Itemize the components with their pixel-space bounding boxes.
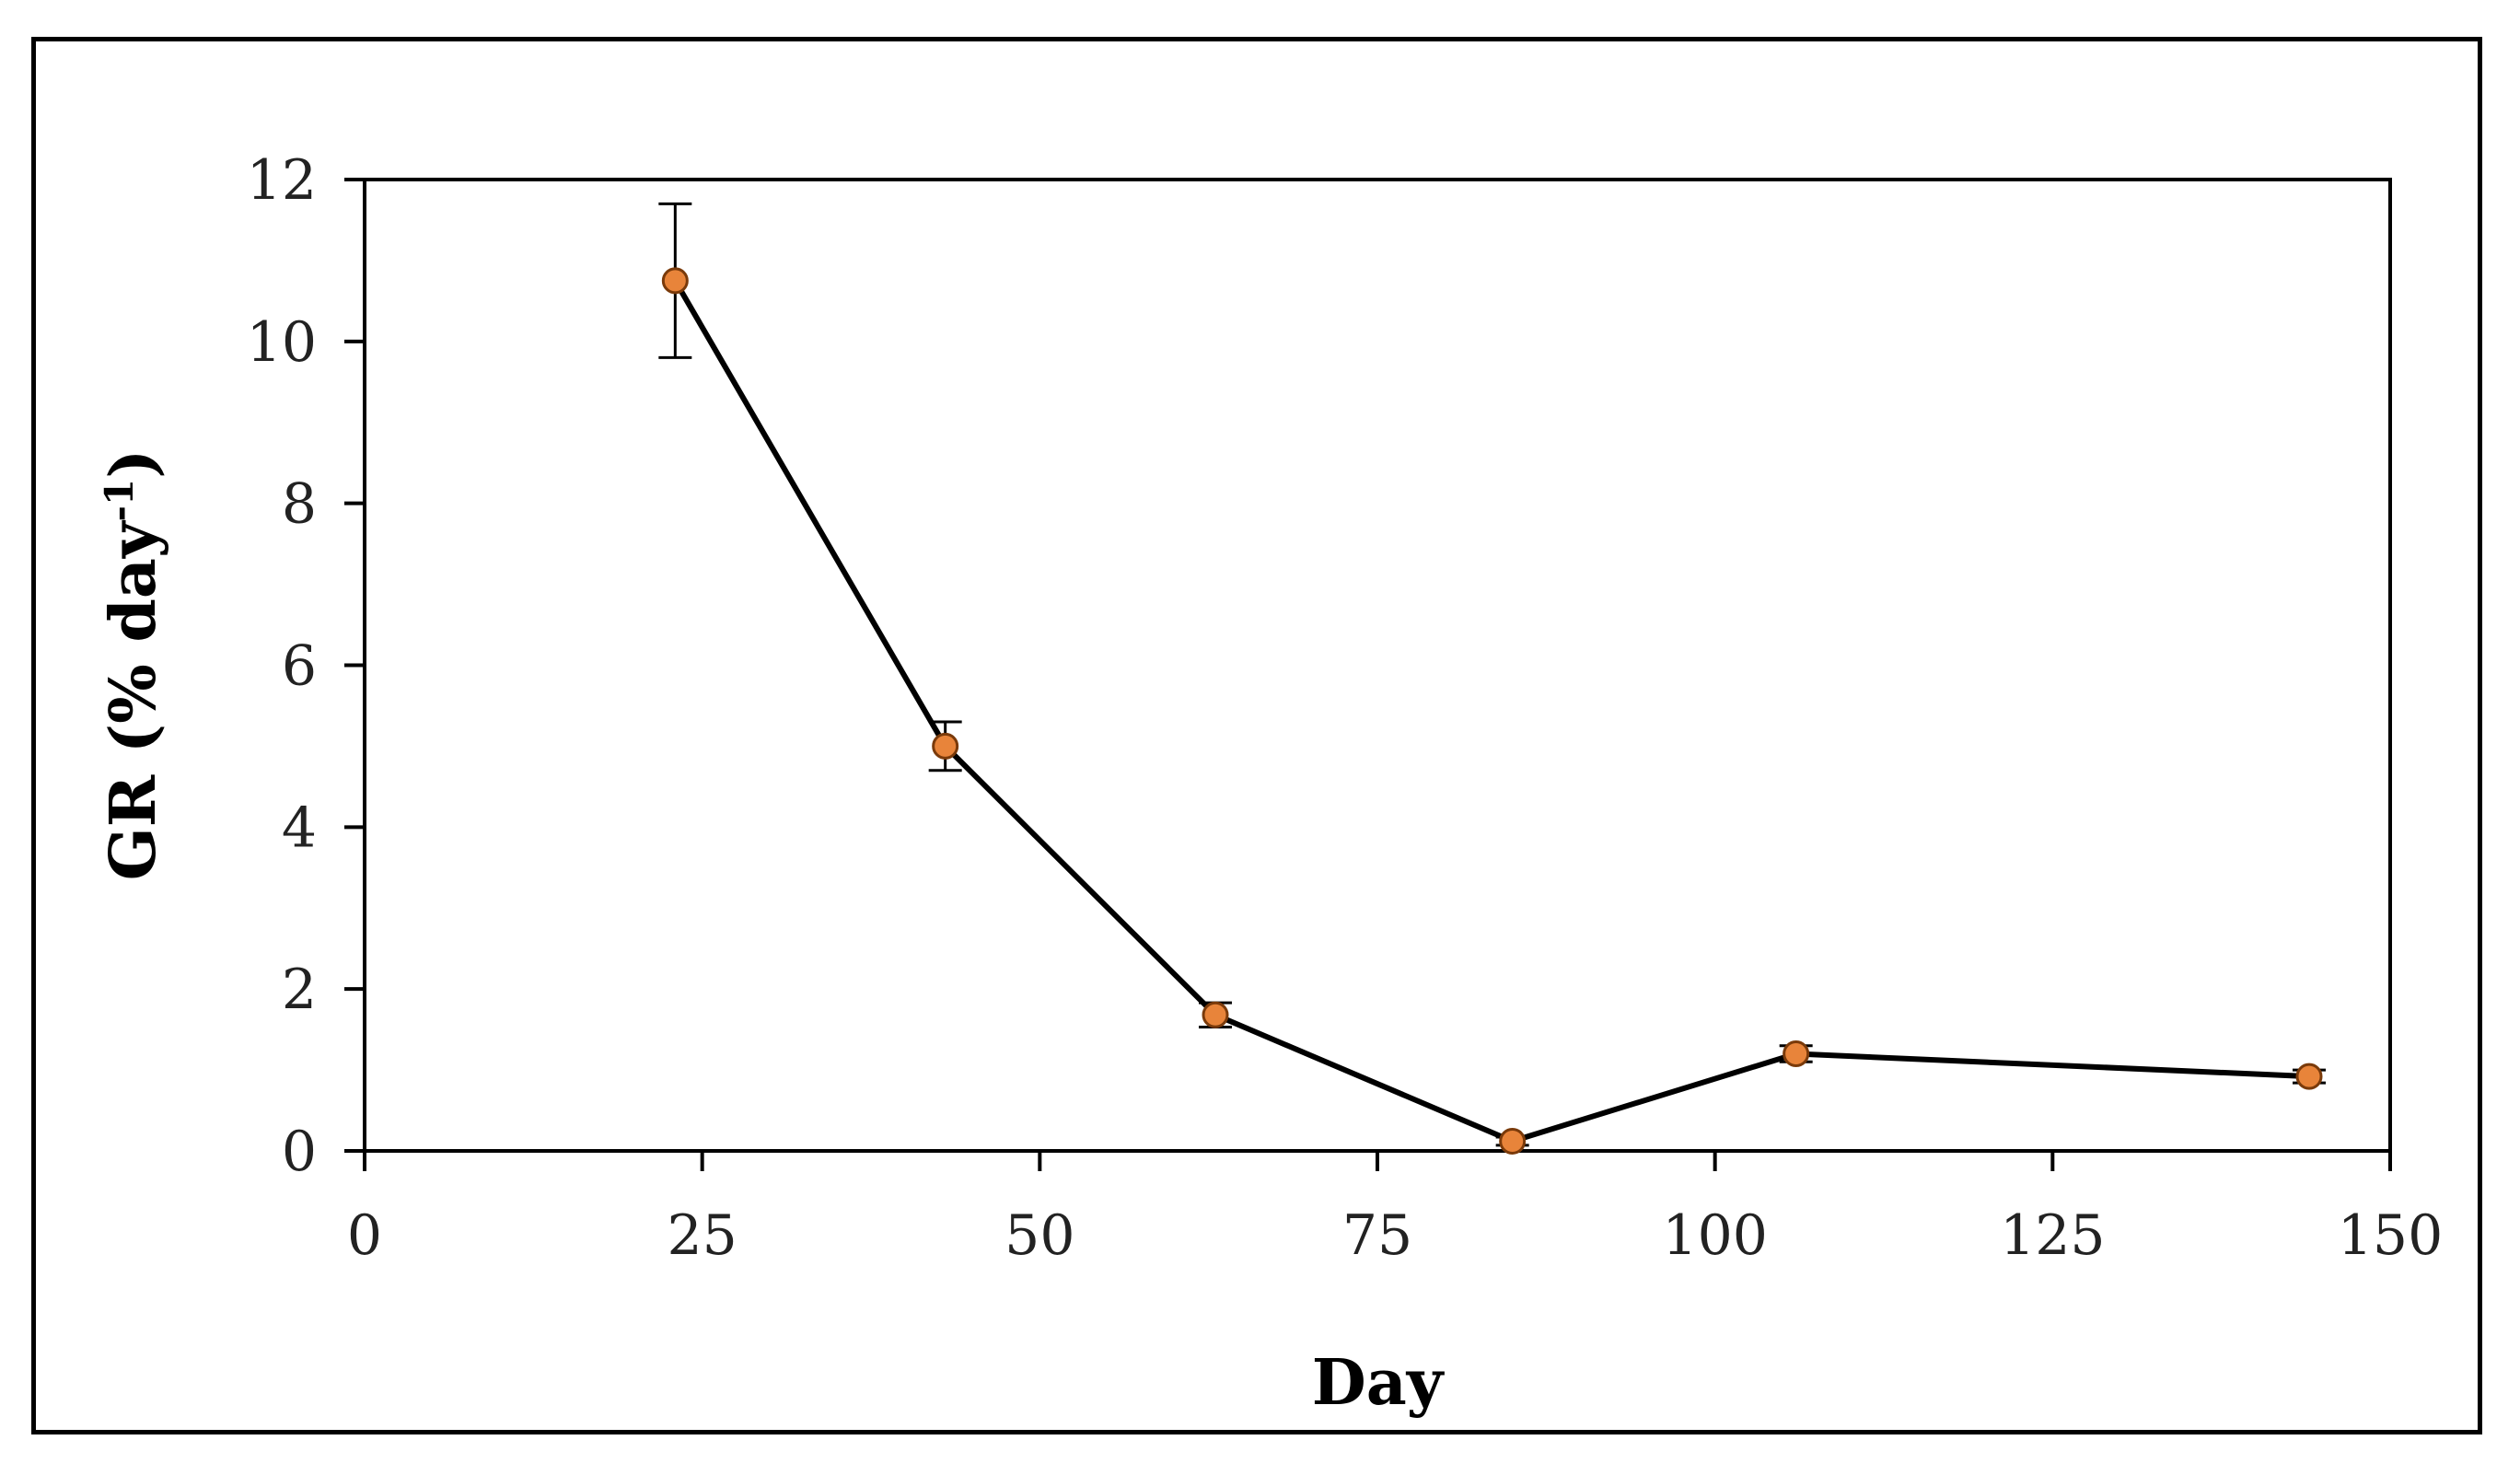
y-tick-label: 12 bbox=[247, 148, 317, 213]
data-point bbox=[1499, 1127, 1527, 1155]
x-tick-label: 25 bbox=[667, 1203, 737, 1268]
x-tick-label: 75 bbox=[1342, 1203, 1412, 1268]
x-tick-label: 0 bbox=[347, 1203, 382, 1268]
x-tick-label: 125 bbox=[2000, 1203, 2106, 1268]
data-point bbox=[2295, 1063, 2323, 1090]
plot-area-frame bbox=[363, 178, 2392, 1153]
y-tick-label: 10 bbox=[247, 310, 317, 375]
data-markers bbox=[661, 267, 2323, 1155]
y-tick-label: 4 bbox=[282, 796, 317, 860]
series-line bbox=[672, 279, 2310, 1144]
x-axis-ticks: 0 25 50 75 100 125 150 bbox=[347, 1151, 2443, 1268]
data-point bbox=[661, 267, 689, 295]
x-axis-title: Day bbox=[1312, 1346, 1446, 1420]
x-tick-label: 50 bbox=[1005, 1203, 1074, 1268]
y-tick-label: 8 bbox=[282, 472, 317, 537]
data-point bbox=[1202, 1001, 1229, 1028]
y-tick-label: 6 bbox=[282, 634, 317, 699]
x-tick-label: 100 bbox=[1662, 1203, 1768, 1268]
figure-frame bbox=[31, 37, 2482, 1434]
y-tick-label: 0 bbox=[282, 1120, 317, 1184]
y-axis-title-superscript: -1 bbox=[97, 479, 142, 522]
x-tick-label: 150 bbox=[2338, 1203, 2444, 1268]
data-point bbox=[932, 732, 959, 760]
data-point bbox=[1783, 1040, 1810, 1067]
y-axis-title-suffix: ) bbox=[97, 449, 170, 479]
y-axis-title-main: GR (% day bbox=[97, 519, 170, 880]
y-axis-title: GR (% day-1) bbox=[97, 449, 170, 881]
y-axis-ticks: 0 2 4 6 8 10 12 bbox=[247, 148, 365, 1184]
error-bars bbox=[658, 202, 2326, 1147]
y-tick-label: 2 bbox=[282, 958, 317, 1022]
